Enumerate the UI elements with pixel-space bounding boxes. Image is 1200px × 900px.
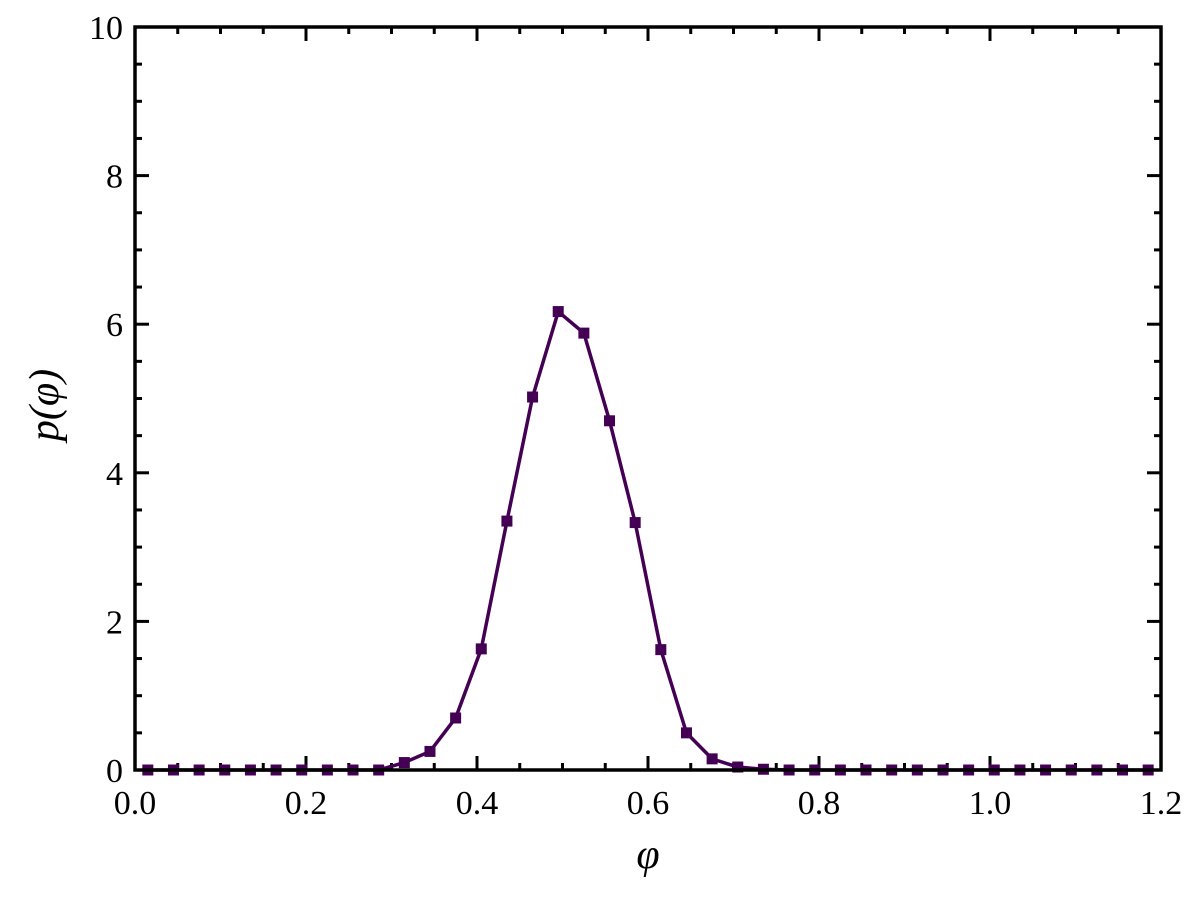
data-point	[527, 391, 539, 403]
x-tick-label: 0.0	[114, 785, 157, 822]
data-point	[475, 643, 487, 655]
x-axis-label: φ	[636, 832, 659, 878]
x-tick-label: 0.6	[627, 785, 670, 822]
x-tick-label: 0.2	[285, 785, 328, 822]
plot-frame	[133, 25, 1163, 772]
data-point	[732, 761, 744, 773]
data-point	[680, 727, 692, 739]
data-point	[578, 327, 590, 339]
x-tick-label: 1.0	[969, 785, 1012, 822]
data-point	[629, 517, 641, 529]
data-point	[655, 644, 667, 656]
x-tick-label: 1.2	[1140, 785, 1183, 822]
x-tick-label: 0.4	[456, 785, 499, 822]
y-tick-label: 10	[89, 10, 123, 47]
series-line	[147, 309, 1149, 772]
data-point	[552, 306, 564, 318]
data-point	[706, 753, 718, 765]
y-axis-label: p(φ)	[22, 369, 68, 444]
data-point	[424, 745, 436, 757]
data-point	[604, 415, 616, 427]
data-point	[501, 515, 513, 527]
data-point	[450, 712, 462, 724]
y-tick-label: 2	[106, 604, 123, 641]
data-point	[398, 757, 410, 769]
y-tick-label: 8	[106, 159, 123, 196]
y-tick-label: 0	[106, 753, 123, 790]
x-tick-label: 0.8	[798, 785, 841, 822]
y-tick-label: 4	[106, 456, 123, 493]
y-tick-label: 6	[106, 307, 123, 344]
